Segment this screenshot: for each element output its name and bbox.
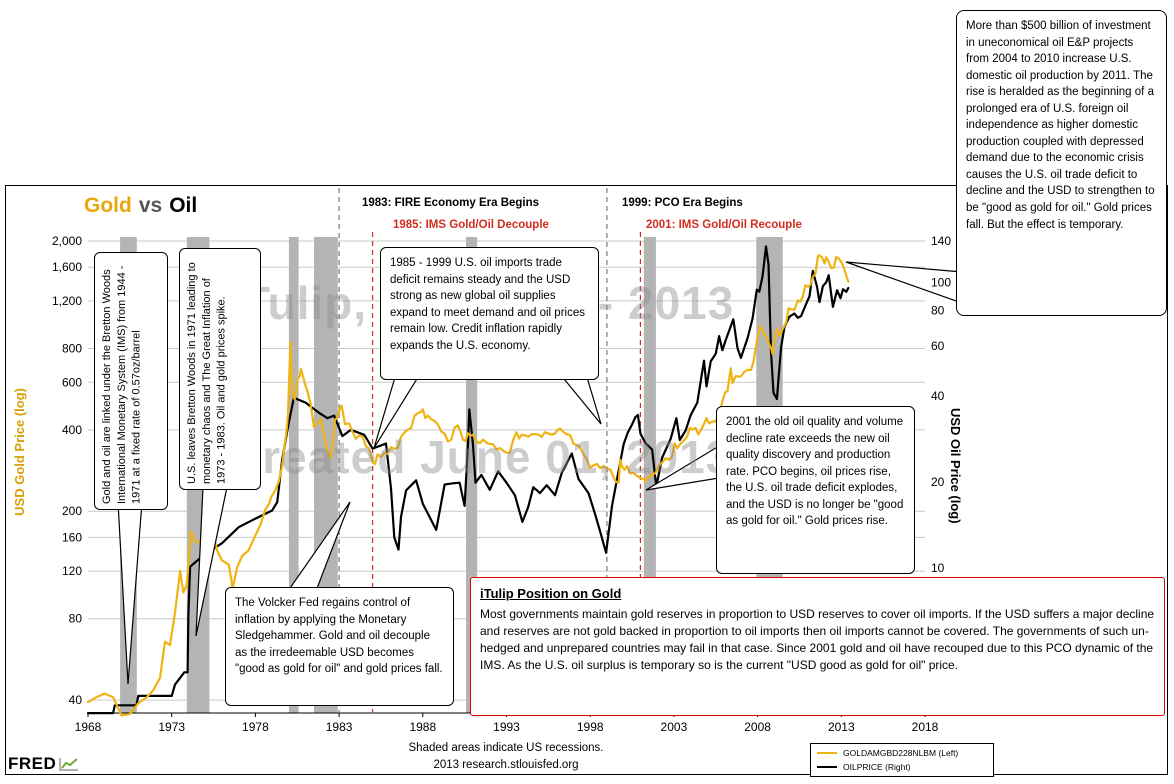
- x-tick-label: 2003: [661, 720, 688, 734]
- y-left-tick-label: 120: [62, 564, 82, 578]
- annotation-shale-investment: More than $500 billion of investment in …: [956, 10, 1167, 316]
- x-tick-label: 2013: [828, 720, 855, 734]
- y-right-tick-label: 40: [931, 389, 945, 403]
- left-axis-title: USD Gold Price (log): [12, 388, 27, 516]
- y-left-tick-label: 600: [62, 375, 82, 389]
- x-tick-label: 2008: [744, 720, 771, 734]
- x-tick-label: 2018: [912, 720, 939, 734]
- footer-source: 2013 research.stlouisfed.org: [433, 759, 579, 771]
- annotation-leaves-bretton-text: U.S. leaves Bretton Woods in 1971 leadin…: [186, 262, 228, 484]
- y-left-tick-label: 400: [62, 423, 82, 437]
- y-right-tick-label: 10: [931, 561, 945, 575]
- annotation-oil-imports-85-99: 1985 - 1999 U.S. oil imports trade defic…: [380, 247, 599, 380]
- legend-item: GOLDAMGBD228NLBM (Left): [817, 748, 987, 758]
- y-left-tick-label: 160: [62, 530, 82, 544]
- legend-swatch: [817, 752, 837, 754]
- annotation-bretton-woods-text: Gold and oil are linked under the Bretto…: [101, 265, 143, 504]
- era-label-1985: 1985: IMS Gold/Oil Decouple: [393, 219, 549, 231]
- chart-title: Gold vs Oil: [84, 194, 197, 218]
- itulip-position-box: iTulip Position on Gold Most governments…: [470, 577, 1165, 716]
- legend-item: OILPRICE (Right): [817, 762, 987, 772]
- y-right-tick-label: 140: [931, 234, 951, 248]
- y-left-tick-label: 800: [62, 342, 82, 356]
- title-gold: Gold: [84, 194, 132, 217]
- x-tick-label: 1988: [409, 720, 436, 734]
- fred-logo-icon: [59, 758, 79, 771]
- y-right-tick-label: 20: [931, 475, 945, 489]
- annotation-bretton-woods: Gold and oil are linked under the Bretto…: [94, 252, 168, 510]
- legend-label: GOLDAMGBD228NLBM (Left): [843, 748, 959, 758]
- callout-tail-imports-right: [558, 373, 602, 425]
- x-tick-label: 1978: [242, 720, 269, 734]
- x-tick-label: 1968: [75, 720, 102, 734]
- x-tick-label: 1983: [326, 720, 353, 734]
- era-label-1999: 1999: PCO Era Begins: [622, 197, 743, 209]
- annotation-volcker: The Volcker Fed regains control of infla…: [225, 587, 454, 706]
- itulip-position-body: Most governments maintain gold reserves …: [480, 607, 1155, 672]
- era-label-2001: 2001: IMS Gold/Oil Recouple: [646, 219, 802, 231]
- recession-band: [288, 237, 299, 713]
- fred-logo: FRED: [8, 754, 79, 774]
- title-oil: Oil: [169, 194, 198, 217]
- y-left-tick-label: 1,200: [52, 294, 82, 308]
- series-GOLDAMGBD228NLBM: [86, 254, 850, 717]
- annotation-pco-2001: 2001 the old oil quality and volume decl…: [716, 406, 915, 574]
- y-left-tick-label: 40: [69, 693, 83, 707]
- y-right-tick-label: 60: [931, 339, 945, 353]
- y-right-tick-label: 100: [931, 276, 951, 290]
- watermark-line2: Created June 01, 2013: [228, 431, 733, 483]
- x-tick-label: 1973: [158, 720, 185, 734]
- y-left-tick-label: 200: [62, 504, 82, 518]
- y-left-tick-label: 1,600: [52, 260, 82, 274]
- annotation-leaves-bretton: U.S. leaves Bretton Woods in 1971 leadin…: [179, 248, 261, 490]
- itulip-position-heading: iTulip Position on Gold: [480, 586, 622, 601]
- fred-logo-text: FRED: [8, 754, 57, 773]
- legend-label: OILPRICE (Right): [843, 762, 911, 772]
- era-label-1983: 1983: FIRE Economy Era Begins: [362, 197, 540, 209]
- right-axis-title: USD Oil Price (log): [948, 408, 963, 524]
- x-tick-label: 1998: [577, 720, 604, 734]
- title-vs: vs: [138, 194, 163, 217]
- y-left-tick-label: 2,000: [52, 234, 82, 248]
- footer-recessions-note: Shaded areas indicate US recessions.: [408, 742, 604, 754]
- recession-band: [466, 237, 478, 713]
- legend-swatch: [817, 766, 837, 768]
- series-OILPRICE: [86, 245, 850, 715]
- y-right-tick-label: 80: [931, 303, 945, 317]
- legend: GOLDAMGBD228NLBM (Left) OILPRICE (Right): [810, 743, 994, 777]
- y-left-tick-label: 80: [69, 612, 83, 626]
- x-tick-label: 1993: [493, 720, 520, 734]
